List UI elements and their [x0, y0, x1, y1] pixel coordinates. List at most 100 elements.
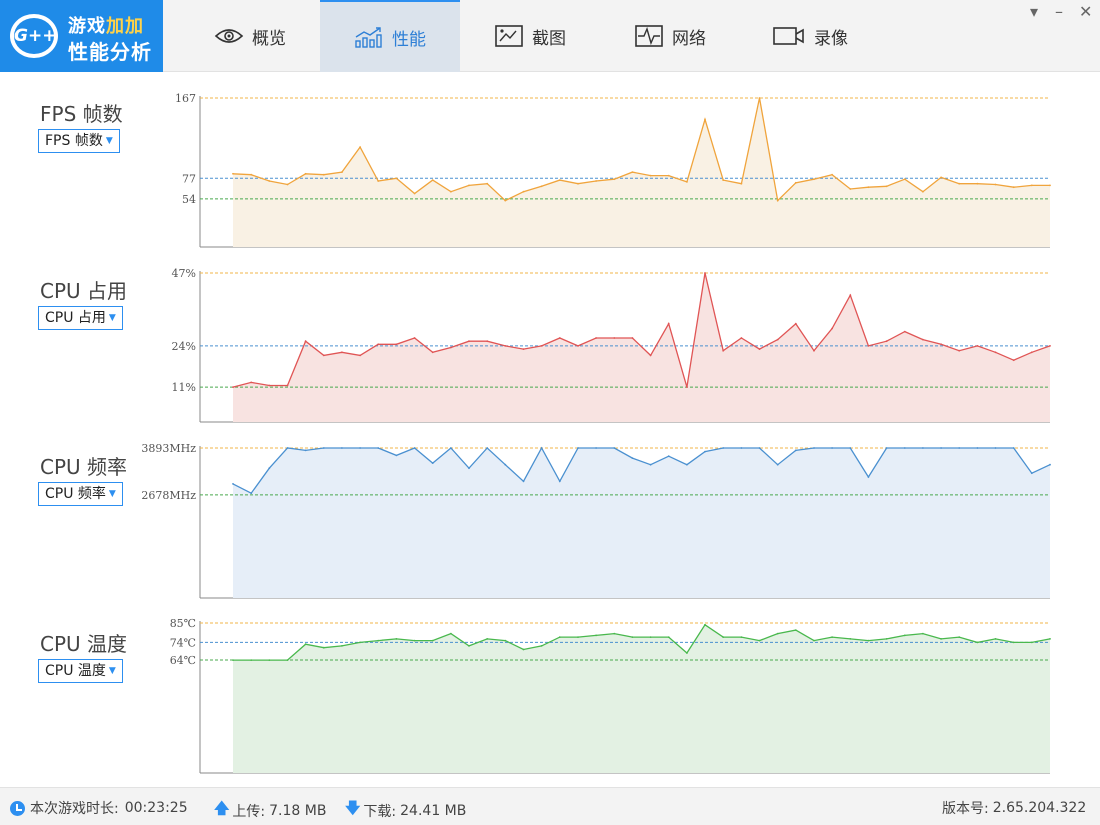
cpu-usage-data-point [1030, 351, 1033, 354]
image-icon [495, 25, 523, 47]
cpu-temp-data-point [577, 636, 579, 638]
fps-data-point [540, 185, 543, 188]
chevron-down-icon: ▼ [108, 666, 116, 676]
cpu-freq-data-point [940, 447, 942, 449]
pulse-icon [635, 25, 663, 47]
tab-recording[interactable]: 录像 [740, 0, 880, 72]
fps-data-point [304, 172, 307, 175]
minimize-button[interactable]: – [1055, 2, 1063, 21]
upload-arrow-icon: 🡅 [214, 799, 230, 817]
fps-data-point [758, 97, 761, 99]
cpu-usage-data-point [849, 294, 852, 297]
cpu-freq-data-point [395, 454, 398, 457]
fps-data-point [686, 181, 688, 183]
cpu-freq-metric-select[interactable]: CPU 频率 ▼ [38, 482, 123, 506]
cpu-freq-data-point [1049, 463, 1051, 466]
cpu-temp-data-point [595, 634, 597, 637]
cpu-freq-data-point [903, 447, 906, 449]
cpu-freq-data-point [304, 449, 307, 452]
fps-data-point [250, 173, 253, 176]
tab-overview[interactable]: 概览 [180, 0, 320, 72]
fps-data-point [922, 190, 924, 193]
fps-data-point [1012, 186, 1015, 189]
cpu-temp-data-point [377, 639, 380, 642]
menu-dropdown-icon[interactable]: ▾ [1030, 2, 1039, 21]
cpu-freq-data-point [922, 447, 924, 449]
fps-data-point [958, 182, 961, 185]
cpu-temp-data-point [450, 632, 452, 635]
fps-data-point [1030, 184, 1033, 187]
cpu-temp-data-point [395, 638, 398, 640]
fps-panel-title: FPS 帧数 [40, 102, 123, 126]
cpu-freq-data-point [758, 447, 761, 449]
cpu-temp-data-point [813, 639, 815, 642]
cpu-freq-data-point [704, 450, 706, 453]
upload-value: 7.18 MB [269, 802, 327, 819]
cpu-usage-data-point [794, 322, 797, 325]
fps-data-point [522, 190, 525, 193]
cpu-usage-data-point [431, 351, 434, 354]
cpu-temp-data-point [976, 641, 979, 644]
fps-data-point [649, 174, 652, 177]
cpu-freq-data-point [776, 463, 779, 466]
cpu-usage-data-point [304, 340, 307, 343]
close-button[interactable]: ✕ [1079, 2, 1093, 21]
fps-data-point [940, 176, 942, 179]
status-bar: 本次游戏时长: 00:23:25 🡅 上传: 7.18 MB 🡇 下载: 24.… [0, 787, 1100, 825]
cpu-usage-data-point [922, 338, 924, 341]
cpu-temp-data-point [341, 645, 343, 647]
cpu-freq-ref-label-min: 2678MHz [141, 489, 196, 502]
cpu-freq-data-point [558, 480, 561, 483]
tab-performance-label: 性能 [392, 29, 426, 50]
cpu-usage-series-line [232, 272, 1051, 388]
cpu-usage-data-point [1049, 345, 1051, 347]
cpu-freq-data-point [595, 447, 597, 449]
cpu-freq-data-point [958, 447, 961, 449]
logo-badge-text: G++ [14, 18, 56, 54]
cpu-usage-data-point [740, 337, 743, 339]
cpu-temp-data-point [522, 648, 525, 651]
cpu-temp-data-point [558, 636, 561, 638]
cpu-temp-data-point [958, 636, 961, 638]
cpu-temp-data-point [631, 636, 634, 638]
cpu-usage-data-point [758, 348, 761, 350]
download-label: 下载: [363, 803, 397, 820]
fps-data-point [413, 192, 416, 195]
cpu-usage-data-point [813, 349, 815, 352]
tab-performance[interactable]: 性能 [320, 0, 460, 72]
fps-ref-label-min: 54 [182, 193, 196, 206]
cpu-freq-data-point [322, 447, 325, 449]
cpu-temp-data-point [994, 638, 997, 640]
fps-data-point [849, 188, 852, 190]
cpu-temp-data-point [1012, 641, 1015, 644]
cpu-temp-data-point [268, 659, 271, 661]
cpu-temp-data-point [1030, 641, 1033, 644]
cpu-temp-data-point [903, 634, 906, 637]
cpu-usage-ref-label-mid: 24% [172, 340, 196, 353]
cpu-temp-data-point [232, 659, 234, 661]
cpu-usage-data-point [286, 384, 289, 387]
cpu-usage-data-point [885, 340, 888, 343]
version-info: 版本号: 2.65.204.322 [942, 798, 1086, 818]
cpu-temp-data-point [867, 639, 870, 642]
cpu-usage-data-point [595, 337, 597, 339]
cpu-temp-metric-select-value: CPU 温度 [45, 663, 106, 679]
cpu-temp-data-point [885, 638, 888, 640]
cpu-freq-data-point [813, 447, 815, 449]
cpu-temp-data-point [794, 629, 797, 631]
cpu-usage-metric-select[interactable]: CPU 占用 ▼ [38, 306, 123, 330]
tab-network[interactable]: 网络 [600, 0, 740, 72]
header-bar: G++ 游戏加加 性能分析 概览 性能 截图 [0, 0, 1100, 72]
fps-data-point [1049, 184, 1051, 187]
cpu-freq-data-point [413, 447, 416, 449]
cpu-usage-data-point [867, 345, 870, 347]
cpu-temp-metric-select[interactable]: CPU 温度 ▼ [38, 659, 123, 683]
cpu-freq-data-point [286, 447, 289, 449]
cpu-freq-data-point [794, 449, 797, 452]
cpu-temp-data-point [286, 659, 289, 661]
cpu-temp-data-point [504, 639, 507, 642]
tab-screenshot[interactable]: 截图 [460, 0, 600, 72]
cpu-temp-data-point [413, 639, 416, 642]
fps-metric-select[interactable]: FPS 帧数 ▼ [38, 129, 120, 153]
cpu-temp-data-point [922, 632, 924, 635]
